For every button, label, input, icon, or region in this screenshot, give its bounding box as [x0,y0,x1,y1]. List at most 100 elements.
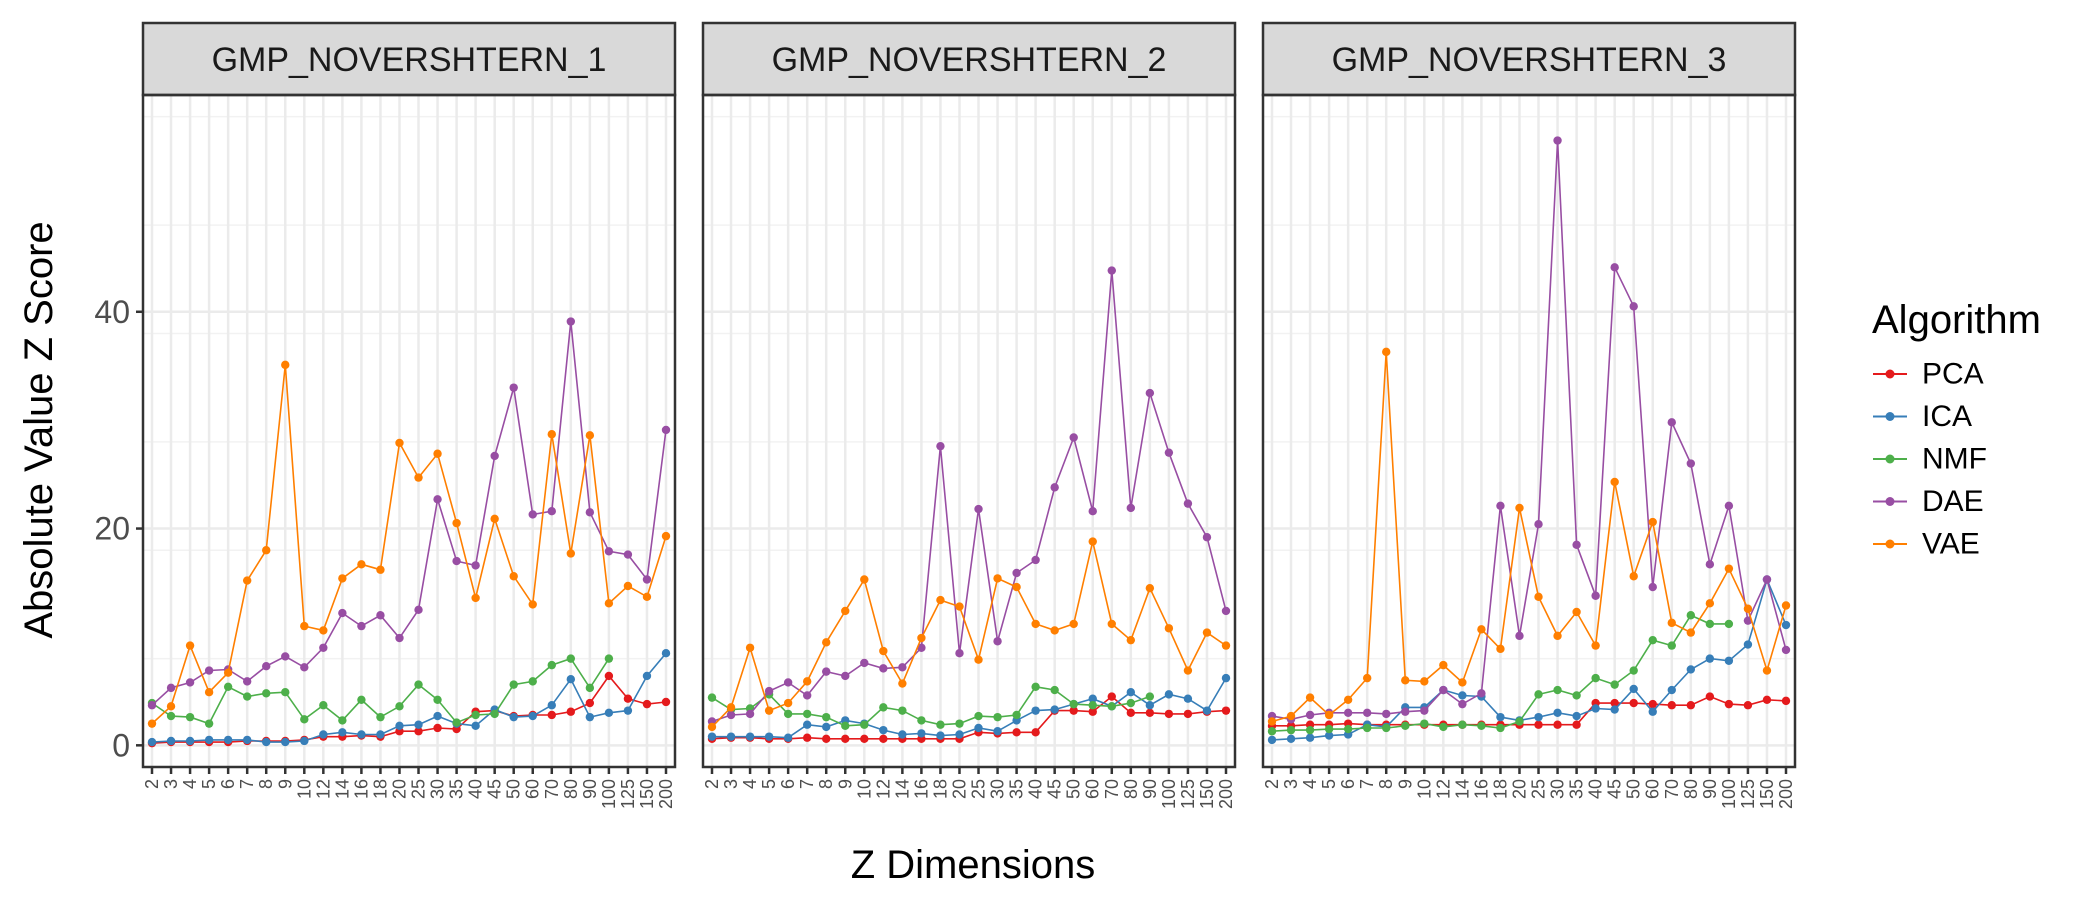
data-point-dae [936,441,945,451]
data-point-dae [490,451,499,461]
x-tick-label: 18 [930,779,950,799]
x-tick-label: 2 [1262,779,1282,789]
data-point-ica [1202,706,1212,715]
data-point-nmf [802,709,812,719]
x-tick-label: 40 [1026,779,1046,799]
data-point-dae [1724,501,1734,510]
data-point-pca [822,734,831,744]
data-point-pca [1221,706,1231,715]
x-tick-label: 6 [218,779,238,789]
panel-border [1261,93,1797,769]
data-point-ica [993,727,1002,736]
data-point-nmf [1107,702,1116,711]
data-point-dae [604,547,614,556]
x-tick-label: 16 [351,779,371,799]
x-tick-label: 4 [1300,779,1320,789]
data-point-vae [166,702,176,711]
data-point-dae [433,495,442,504]
data-point-pca [1572,720,1581,729]
frame-layer: GMP_NOVERSHTERN_1 GMP_NOVERSHTERN_2 GMP_NO… [141,21,1797,769]
data-point-nmf [1069,699,1078,709]
data-point-dae [1705,560,1715,569]
data-point-nmf [566,654,576,663]
x-tick-label: 20 [949,779,969,799]
data-point-pca [1164,709,1174,719]
data-point-vae [1286,711,1296,721]
data-point-pca [642,699,652,709]
data-point-vae [1088,537,1097,546]
data-point-vae [395,438,404,448]
data-point-dae [898,663,907,672]
data-point-vae [547,430,556,439]
data-point-vae [1610,477,1619,487]
data-point-dae [566,317,576,326]
data-point-nmf [1126,698,1136,708]
data-point-dae [414,605,423,615]
data-point-vae [1382,347,1391,357]
facet-title: GMP_NOVERSHTERN_2 [772,41,1167,79]
data-point-vae [1477,625,1486,634]
data-point-pca [1183,709,1193,719]
legend-label-nmf: NMF [1922,443,1987,476]
data-point-nmf [1572,691,1581,700]
data-point-pca [1743,701,1753,710]
x-tick-label: 3 [161,779,181,789]
x-tick-label: 6 [778,779,798,789]
data-point-ica [1031,706,1040,715]
data-point-pca [860,734,869,744]
x-tick-label: 100 [1159,779,1179,809]
data-point-dae [623,550,633,559]
data-point-vae [185,641,195,650]
data-point-nmf [974,711,983,721]
data-point-nmf [1591,673,1600,683]
data-point-vae [204,688,214,697]
data-point-vae [623,581,633,591]
data-point-nmf [528,677,537,686]
data-point-ica [300,736,309,746]
data-point-ica [1610,705,1619,714]
data-point-nmf [281,688,290,697]
legend-key-point-nmf [1885,454,1895,464]
data-point-vae [1439,660,1448,670]
data-point-dae [185,678,195,687]
data-point-ica [547,701,556,710]
data-point-dae [1382,709,1391,719]
data-point-pca [1610,698,1619,708]
data-point-pca [1781,696,1791,706]
data-point-ica [783,733,793,742]
x-tick-label: 10 [1414,779,1434,799]
data-point-ica [822,722,831,732]
data-point-nmf [1667,641,1676,650]
data-point-vae [338,574,347,583]
x-tick-label: 50 [1064,779,1084,799]
data-point-nmf [547,660,556,670]
data-point-dae [1305,710,1315,720]
data-point-dae [1145,388,1155,398]
data-point-vae [1686,628,1696,637]
data-point-vae [1591,641,1600,650]
data-point-dae [547,507,556,516]
data-point-vae [822,638,831,647]
data-point-vae [1050,626,1059,635]
data-point-dae [1648,582,1657,592]
data-point-pca [566,707,576,716]
data-point-ica [166,736,176,746]
data-point-ica [357,730,366,739]
data-point-ica [433,711,442,721]
data-point-ica [1164,690,1174,699]
data-point-nmf [879,703,888,712]
data-point-vae [509,572,518,581]
data-point-vae [1420,677,1429,686]
data-point-dae [1439,685,1448,695]
x-tick-label: 18 [370,779,390,799]
data-point-dae [1743,616,1753,625]
data-point-vae [1724,564,1734,573]
x-tick-label: 3 [721,779,741,789]
data-point-dae [319,643,328,652]
panel-border [701,93,1237,769]
data-point-dae [1362,708,1372,718]
data-point-nmf [242,692,252,701]
data-point-pca [623,694,633,703]
data-point-vae [357,560,366,569]
